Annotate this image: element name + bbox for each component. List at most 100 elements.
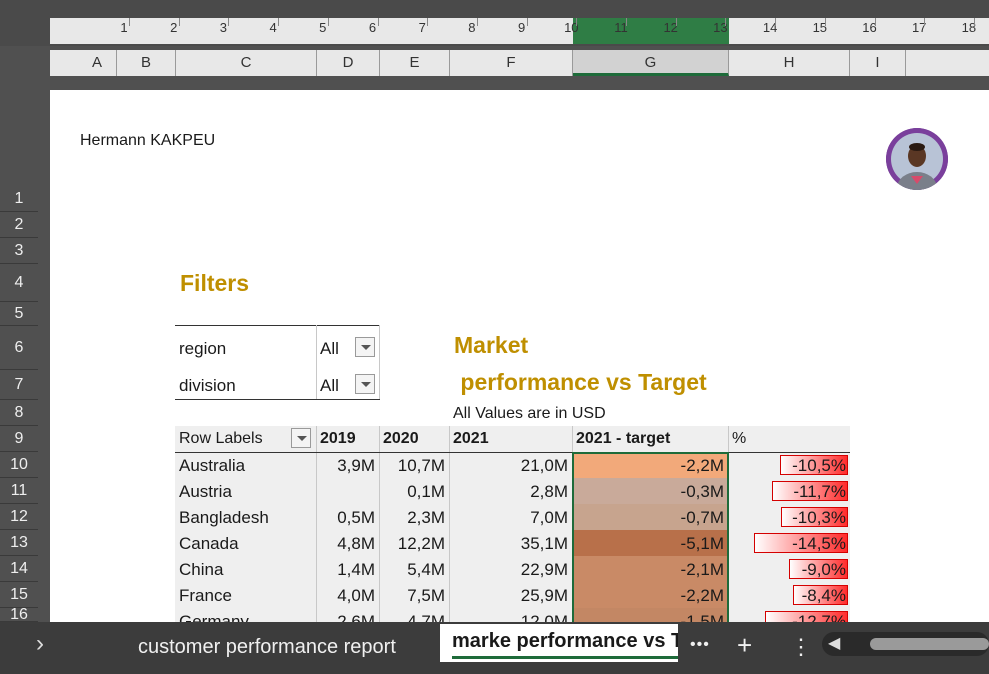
table-row-label[interactable]: Austria	[179, 482, 232, 501]
ruler-tick	[675, 18, 677, 26]
table-row-label[interactable]: France	[179, 586, 232, 605]
table-cell-pct[interactable]: -9,0%	[801, 560, 846, 579]
table-column-divider	[316, 426, 317, 622]
table-cell-2020[interactable]: 2,3M	[407, 508, 445, 527]
table-row-label[interactable]: Bangladesh	[179, 508, 269, 527]
table-cell-2020[interactable]: 0,1M	[407, 482, 445, 501]
diff-cell-heat	[572, 556, 728, 582]
table-cell-diff[interactable]: -0,3M	[680, 482, 724, 501]
column-header-e[interactable]: E	[380, 50, 450, 76]
table-cell-pct[interactable]: -10,5%	[792, 456, 846, 475]
filters-title: Filters	[180, 270, 250, 296]
row-header-2[interactable]: 2	[0, 212, 38, 238]
table-cell-2020[interactable]: 5,4M	[407, 560, 445, 579]
table-cell-2019[interactable]: 3,9M	[337, 456, 375, 475]
table-cell-pct[interactable]: -8,4%	[801, 586, 846, 605]
filter-region-value[interactable]: All	[320, 339, 339, 358]
pct-data-bar	[765, 611, 848, 622]
filter-division-value[interactable]: All	[320, 376, 339, 395]
row-labels-filter-dropdown[interactable]	[291, 428, 311, 448]
filter-region-label: region	[179, 339, 227, 358]
page-ruler: 1 2 3 4 5 6 7 8 9 10 11 12 13 14 15 16 17 18	[0, 0, 989, 46]
table-cell-2020[interactable]: 12,2M	[397, 534, 445, 553]
table-cell-2019[interactable]: 1,4M	[337, 560, 375, 579]
row-header-11[interactable]: 11	[0, 478, 38, 504]
table-cell-diff[interactable]: -0,7M	[680, 508, 724, 527]
table-cell-2019[interactable]: 4,8M	[337, 534, 375, 553]
row-header-1[interactable]: 1	[0, 186, 38, 212]
filter-division-dropdown[interactable]	[355, 374, 375, 394]
table-cell-2019[interactable]: 0,5M	[337, 508, 375, 527]
add-sheet-icon[interactable]: +	[737, 630, 753, 660]
column-header-b[interactable]: B	[117, 50, 176, 76]
column-header-h[interactable]: H	[729, 50, 850, 76]
table-cell-2020[interactable]: 7,5M	[407, 586, 445, 605]
horizontal-scrollbar[interactable]: ◀	[822, 632, 989, 656]
row-header-15[interactable]: 15	[0, 582, 38, 608]
table-cell-pct[interactable]: -10,3%	[792, 508, 846, 527]
row-header-7[interactable]: 7	[0, 370, 38, 400]
table-cell-pct[interactable]: -12,7%	[792, 612, 846, 622]
table-cell-diff[interactable]: -2,2M	[680, 456, 724, 475]
diff-cell-heat	[572, 504, 728, 530]
table-cell-pct[interactable]: -14,5%	[792, 534, 846, 553]
ruler-number: 17	[911, 20, 927, 35]
table-cell-diff[interactable]: -2,2M	[680, 586, 724, 605]
table-cell-2020[interactable]: 10,7M	[397, 456, 445, 475]
table-cell-2019[interactable]: 2,6M	[337, 612, 375, 622]
row-header-13[interactable]: 13	[0, 530, 38, 556]
avatar	[886, 128, 948, 190]
tab-customer-performance-report[interactable]: customer performance report	[138, 636, 396, 658]
row-header-4[interactable]: 4	[0, 264, 38, 302]
column-header-d[interactable]: D	[317, 50, 380, 76]
filter-region-dropdown[interactable]	[355, 337, 375, 357]
row-header-3[interactable]: 3	[0, 238, 38, 264]
sheet-canvas[interactable]: Hermann KAKPEU Filters region All divisi…	[50, 90, 989, 622]
column-header-g[interactable]: G	[573, 50, 729, 76]
table-cell-pct[interactable]: -11,7%	[793, 482, 846, 501]
column-header-i[interactable]: I	[850, 50, 906, 76]
table-row-label[interactable]: China	[179, 560, 224, 579]
row-header-12[interactable]: 12	[0, 504, 38, 530]
pct-data-bar	[789, 559, 848, 579]
ruler-tick	[526, 18, 528, 26]
author-name: Hermann KAKPEU	[80, 132, 216, 149]
ruler-number: 4	[269, 20, 277, 35]
table-cell-2021[interactable]: 21,0M	[520, 456, 568, 475]
row-header-14[interactable]: 14	[0, 556, 38, 582]
table-cell-2021[interactable]: 25,9M	[520, 586, 568, 605]
row-header-16[interactable]: 16	[0, 607, 38, 623]
active-tab-indicator	[452, 656, 678, 659]
column-header-f[interactable]: F	[450, 50, 573, 76]
row-header-6[interactable]: 6	[0, 326, 38, 370]
table-cell-2021[interactable]: 7,0M	[530, 508, 568, 527]
table-cell-2021[interactable]: 22,9M	[520, 560, 568, 579]
table-header-y2021: 2021	[453, 430, 489, 447]
scrollbar-thumb[interactable]	[870, 638, 989, 650]
pct-data-bar	[781, 507, 848, 527]
table-row-label[interactable]: Australia	[179, 456, 246, 475]
table-cell-2021[interactable]: 2,8M	[530, 482, 568, 501]
sheet-options-icon[interactable]: ⋮	[790, 634, 812, 659]
table-row-label[interactable]: Canada	[179, 534, 239, 553]
table-cell-diff[interactable]: -1,5M	[680, 612, 724, 622]
tab-market-performance[interactable]: marke performance vs T	[440, 624, 678, 662]
more-tabs-icon[interactable]: •••	[690, 636, 710, 653]
column-header-c[interactable]: C	[176, 50, 317, 76]
table-cell-2021[interactable]: 35,1M	[520, 534, 568, 553]
table-cell-2021[interactable]: 12,0M	[520, 612, 568, 622]
row-header-9[interactable]: 9	[0, 426, 38, 452]
pct-data-bar	[754, 533, 848, 553]
column-header-a[interactable]: A	[78, 50, 117, 76]
table-cell-diff[interactable]: -5,1M	[680, 534, 724, 553]
tab-nav-next-icon[interactable]: ›	[36, 630, 44, 657]
row-header-10[interactable]: 10	[0, 452, 38, 478]
table-cell-2019[interactable]: 4,0M	[337, 586, 375, 605]
row-header-5[interactable]: 5	[0, 302, 38, 326]
table-cell-2020[interactable]: 4,7M	[407, 612, 445, 622]
table-row-label[interactable]: Germany	[179, 612, 249, 622]
table-cell-diff[interactable]: -2,1M	[680, 560, 724, 579]
scroll-left-icon[interactable]: ◀	[828, 635, 841, 652]
ruler-tick	[427, 18, 429, 26]
row-header-8[interactable]: 8	[0, 400, 38, 426]
